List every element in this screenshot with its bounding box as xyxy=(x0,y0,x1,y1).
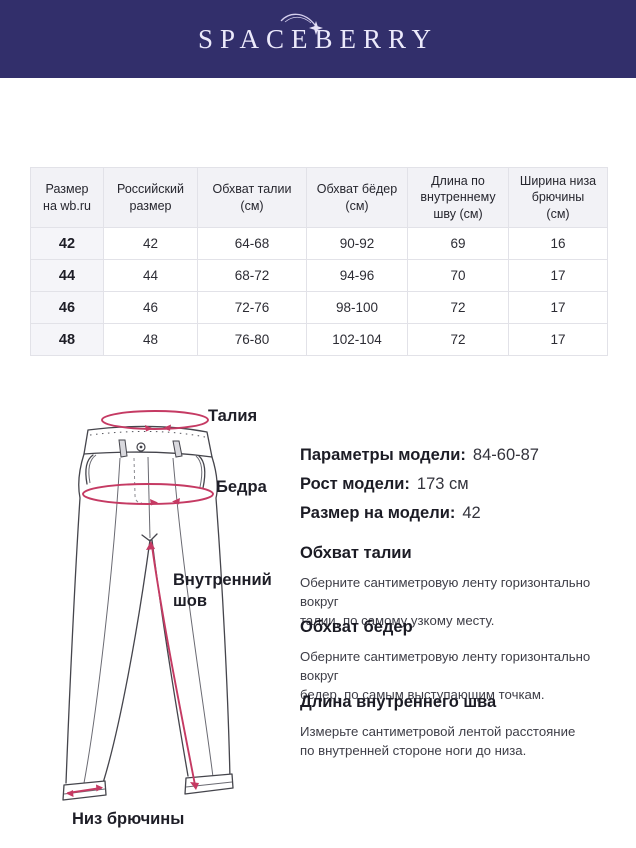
size-table: Размер на wb.ru Российский размер Обхват… xyxy=(30,167,608,356)
table-cell: 102-104 xyxy=(306,323,408,356)
header-cell-hips: Обхват бёдер (см) xyxy=(306,167,408,228)
hips-label: Бедра xyxy=(216,478,267,496)
header-cell-hem-width: Ширина низа брючины (см) xyxy=(508,167,608,228)
section-waist: Обхват талии Оберните сантиметровую лент… xyxy=(300,544,622,630)
table-cell: 94-96 xyxy=(306,259,408,292)
model-params-label: Параметры модели: xyxy=(300,446,466,464)
hips-measure-ellipse xyxy=(82,483,214,506)
model-height-label: Рост модели: xyxy=(300,475,410,493)
inseam-label: Внутренний шов xyxy=(173,571,272,611)
table-cell: 17 xyxy=(508,259,608,292)
model-size-value: 42 xyxy=(462,504,481,522)
section-inseam-text: Измерьте сантиметровой лентой расстояние… xyxy=(300,723,576,758)
size-table-head: Размер на wb.ru Российский размер Обхват… xyxy=(30,167,608,228)
hem-label: Низ брючины xyxy=(72,810,185,828)
section-hips-title: Обхват бедер xyxy=(300,618,413,636)
table-cell: 44 xyxy=(103,259,198,292)
header-cell-inseam: Длина по внутреннему шву (см) xyxy=(407,167,509,228)
table-cell: 16 xyxy=(508,227,608,260)
table-row: 48 48 76-80 102-104 72 17 xyxy=(30,323,608,356)
section-waist-title: Обхват талии xyxy=(300,544,412,562)
pants-drawing xyxy=(62,425,234,801)
brand-header: SPACEBERRY xyxy=(0,0,636,78)
model-info: Параметры модели: 84-60-87 Рост модели: 17… xyxy=(300,441,625,528)
table-row: 46 46 72-76 98-100 72 17 xyxy=(30,291,608,324)
inseam-measure-line xyxy=(146,541,199,790)
model-params-value: 84-60-87 xyxy=(472,446,539,464)
model-height-line: Рост модели: 173 см xyxy=(300,470,625,499)
table-cell: 17 xyxy=(508,323,608,356)
table-cell: 44 xyxy=(30,259,104,292)
table-cell: 68-72 xyxy=(197,259,307,292)
hem-measure-arrow xyxy=(66,784,103,797)
pants-diagram xyxy=(62,410,234,801)
table-cell: 48 xyxy=(30,323,104,356)
header-cell-wb-size: Размер на wb.ru xyxy=(30,167,104,228)
waist-measure-ellipse xyxy=(101,410,209,432)
table-cell: 69 xyxy=(407,227,509,260)
section-inseam: Длина внутреннего шва Измерьте сантиметр… xyxy=(300,693,622,760)
table-cell: 17 xyxy=(508,291,608,324)
section-inseam-title: Длина внутреннего шва xyxy=(300,693,497,711)
table-cell: 46 xyxy=(103,291,198,324)
section-waist-text: Оберните сантиметровую ленту горизонталь… xyxy=(300,574,591,628)
table-cell: 42 xyxy=(30,227,104,260)
table-row: 42 42 64-68 90-92 69 16 xyxy=(30,227,608,260)
table-cell: 98-100 xyxy=(306,291,408,324)
table-cell: 42 xyxy=(103,227,198,260)
section-hips: Обхват бедер Оберните сантиметровую лент… xyxy=(300,618,622,704)
model-height-value: 173 см xyxy=(416,475,469,493)
model-size-label: Размер на модели: xyxy=(300,504,456,522)
table-cell: 48 xyxy=(103,323,198,356)
model-size-line: Размер на модели: 42 xyxy=(300,499,625,528)
table-cell: 90-92 xyxy=(306,227,408,260)
table-cell: 76-80 xyxy=(197,323,307,356)
size-table-body: 42 42 64-68 90-92 69 16 44 44 68-72 94-9… xyxy=(30,227,608,356)
shooting-star-icon xyxy=(280,13,323,35)
table-cell: 64-68 xyxy=(197,227,307,260)
table-cell: 46 xyxy=(30,291,104,324)
waist-label: Талия xyxy=(208,407,258,425)
brand-logo: SPACEBERRY xyxy=(198,13,438,53)
header-cell-waist: Обхват талии (см) xyxy=(197,167,307,228)
model-params-line: Параметры модели: 84-60-87 xyxy=(300,441,625,470)
table-cell: 70 xyxy=(407,259,509,292)
header-cell-ru-size: Российский размер xyxy=(103,167,198,228)
section-hips-text: Оберните сантиметровую ленту горизонталь… xyxy=(300,648,591,702)
table-row: 44 44 68-72 94-96 70 17 xyxy=(30,259,608,292)
table-cell: 72-76 xyxy=(197,291,307,324)
table-cell: 72 xyxy=(407,323,509,356)
table-cell: 72 xyxy=(407,291,509,324)
